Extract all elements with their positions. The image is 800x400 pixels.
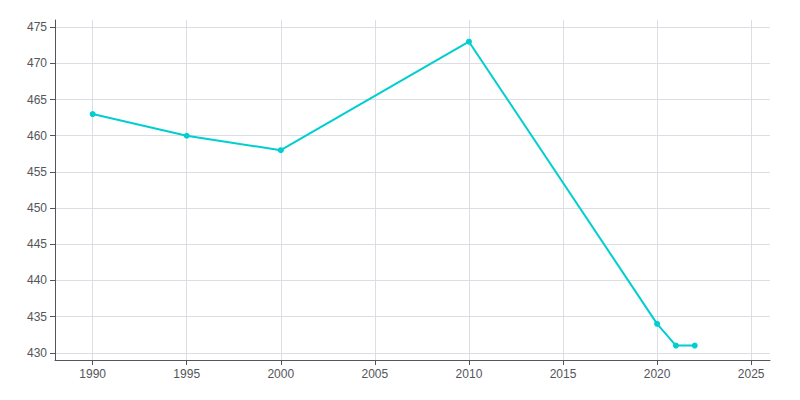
svg-text:2010: 2010 <box>456 367 483 381</box>
svg-text:1990: 1990 <box>79 367 106 381</box>
svg-text:440: 440 <box>27 273 47 287</box>
svg-text:2000: 2000 <box>267 367 294 381</box>
svg-text:430: 430 <box>27 346 47 360</box>
svg-text:460: 460 <box>27 129 47 143</box>
svg-text:450: 450 <box>27 201 47 215</box>
svg-text:2025: 2025 <box>738 367 765 381</box>
svg-text:435: 435 <box>27 310 47 324</box>
svg-text:2015: 2015 <box>550 367 577 381</box>
svg-text:465: 465 <box>27 93 47 107</box>
svg-text:445: 445 <box>27 237 47 251</box>
svg-text:455: 455 <box>27 165 47 179</box>
svg-text:2020: 2020 <box>644 367 671 381</box>
svg-text:470: 470 <box>27 56 47 70</box>
svg-text:1995: 1995 <box>173 367 200 381</box>
svg-text:2005: 2005 <box>362 367 389 381</box>
svg-text:475: 475 <box>27 20 47 34</box>
